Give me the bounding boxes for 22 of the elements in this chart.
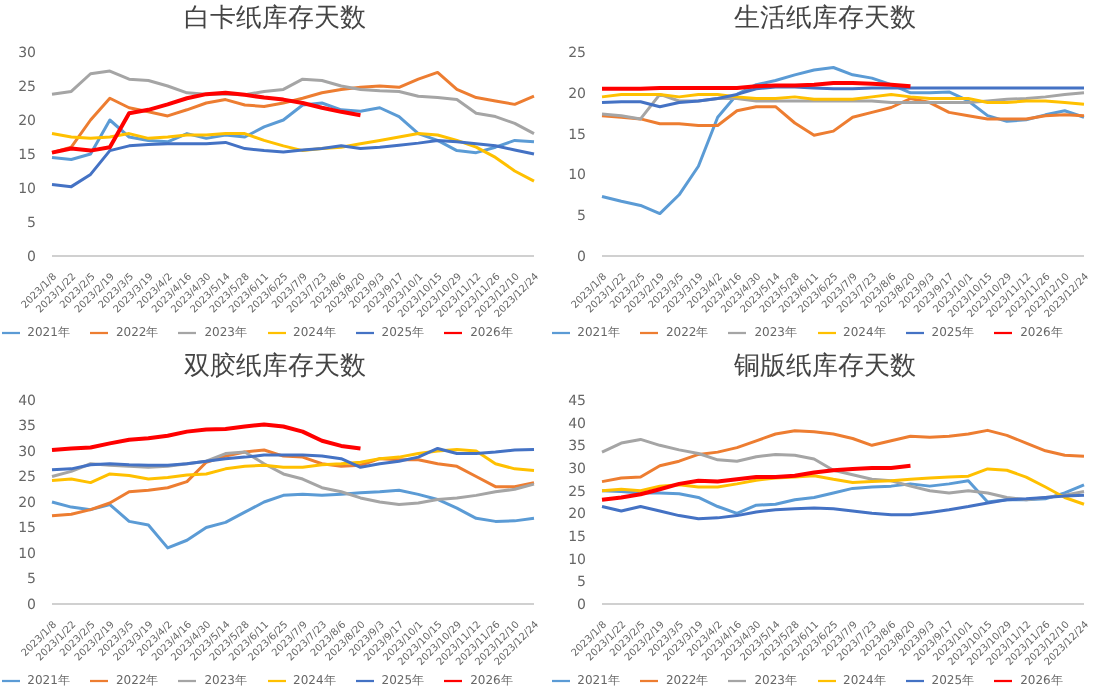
line-series	[50, 450, 536, 507]
line-series	[50, 422, 363, 452]
line-series	[50, 69, 536, 136]
chart-title: 铜版纸库存天数	[732, 350, 918, 386]
line-series	[50, 446, 536, 472]
line-series	[50, 447, 536, 485]
line-series	[600, 463, 913, 502]
line-series	[50, 101, 536, 161]
line-series	[600, 467, 1086, 506]
line-series	[600, 97, 1086, 137]
line-series	[600, 66, 1086, 216]
line-series	[600, 493, 1086, 521]
chart-title: 生活纸库存天数	[732, 2, 918, 38]
line-series	[600, 437, 1086, 502]
line-series	[50, 448, 536, 518]
line-series	[600, 428, 1086, 484]
chart-title: 白卡纸库存天数	[182, 2, 368, 38]
line-series	[50, 488, 536, 550]
chart-title: 双胶纸库存天数	[182, 350, 368, 386]
line-series	[50, 90, 363, 155]
line-series	[600, 85, 1086, 109]
line-series	[600, 91, 1086, 121]
